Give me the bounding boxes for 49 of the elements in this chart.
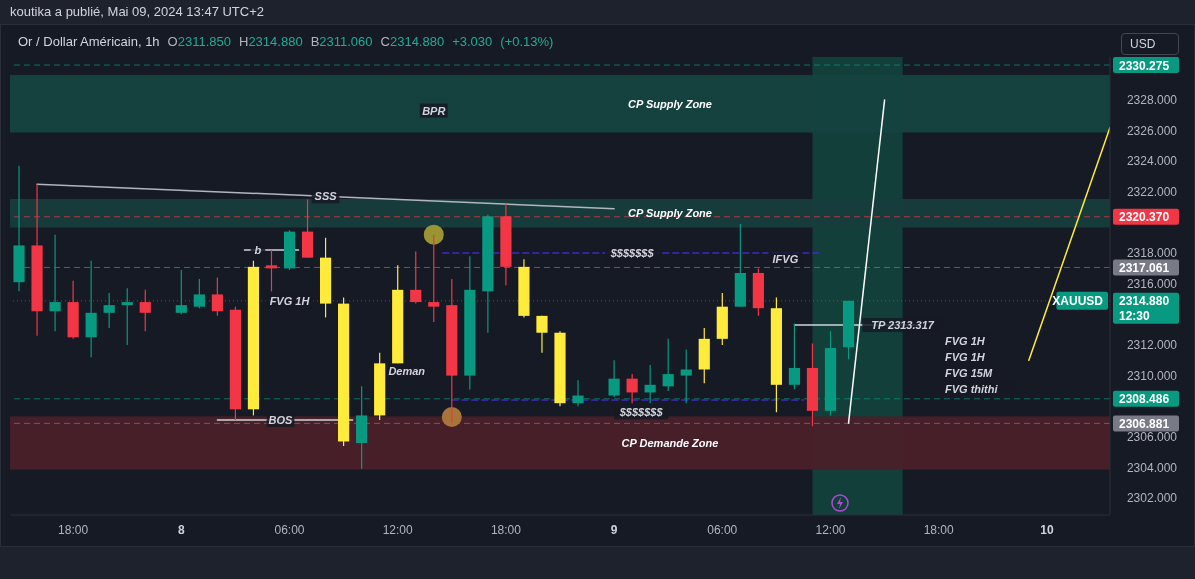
y-tick-label: 2322.000 — [1126, 184, 1178, 199]
annotation: SSS — [314, 190, 338, 203]
annotation: BPR — [422, 104, 446, 117]
ref-line-label: 2306.881 — [1119, 416, 1170, 431]
x-tick-label: 12:00 — [382, 523, 414, 537]
ref-line-label: 2308.486 — [1119, 392, 1170, 407]
x-tick-label: 06:00 — [274, 523, 305, 537]
y-tick-label: 2306.000 — [1126, 429, 1178, 444]
ref-line-label: 2317.061 — [1119, 260, 1170, 275]
annotation: BOS — [268, 414, 294, 427]
y-tick-label: 2316.000 — [1126, 276, 1178, 291]
annotation: $$$$$$$ — [618, 406, 664, 419]
annotation: FVG thithi — [945, 382, 999, 395]
annotation: $$$$$$$ — [609, 247, 655, 260]
annotation: FVG 1H — [269, 294, 311, 307]
ref-line-label: 2314.880 12:30 — [1119, 294, 1170, 324]
ref-line-label: 2320.370 — [1119, 210, 1170, 225]
y-tick-label: 2318.000 — [1126, 246, 1178, 261]
band-label: CP Supply Zone — [628, 97, 712, 110]
band-label: CP Demande Zone — [621, 437, 719, 450]
x-tick-label: 10 — [1040, 523, 1054, 537]
band-label: CP Supply Zone — [628, 207, 712, 220]
annotation: b — [254, 244, 262, 256]
y-tick-label: 2312.000 — [1126, 337, 1178, 352]
x-tick-label: 12:00 — [815, 523, 846, 537]
annotation: IFVG — [772, 253, 799, 266]
x-tick-label: 18:00 — [923, 523, 955, 537]
text: koutika a publié, Mai 09, 2024 13:47 UTC+2 — [10, 4, 265, 19]
annotation: FVG 1H — [945, 350, 986, 363]
ref-line-label: 2330.275 — [1119, 58, 1170, 73]
x-tick-label: 8 — [177, 523, 185, 537]
y-tick-label: 2324.000 — [1126, 154, 1178, 169]
annotation: Deman — [388, 365, 426, 378]
text: O2311.850 H2314.880 B2311.060 C2314.880 +3.030 (+0.13%) — [167, 34, 554, 49]
y-tick-label: 2326.000 — [1126, 123, 1178, 138]
annotation: FVG 15M — [945, 366, 993, 379]
y-axis-title: USD — [1121, 33, 1179, 55]
annotation: FVG 1H — [945, 334, 986, 347]
annotation: TP 2313.317 — [871, 319, 935, 332]
x-tick-label: 18:00 — [58, 523, 89, 537]
x-tick-label: 06:00 — [707, 523, 738, 537]
annotation: XAUUSD — [1052, 294, 1104, 309]
y-tick-label: 2302.000 — [1126, 491, 1178, 506]
x-tick-label: 18:00 — [490, 523, 522, 537]
y-tick-label: 2310.000 — [1126, 368, 1178, 383]
chart-title: Or / Dollar Américain, 1h — [18, 34, 160, 49]
y-tick-label: 2328.000 — [1126, 92, 1178, 107]
x-tick-label: 9 — [610, 523, 618, 537]
y-tick-label: 2304.000 — [1126, 460, 1178, 475]
